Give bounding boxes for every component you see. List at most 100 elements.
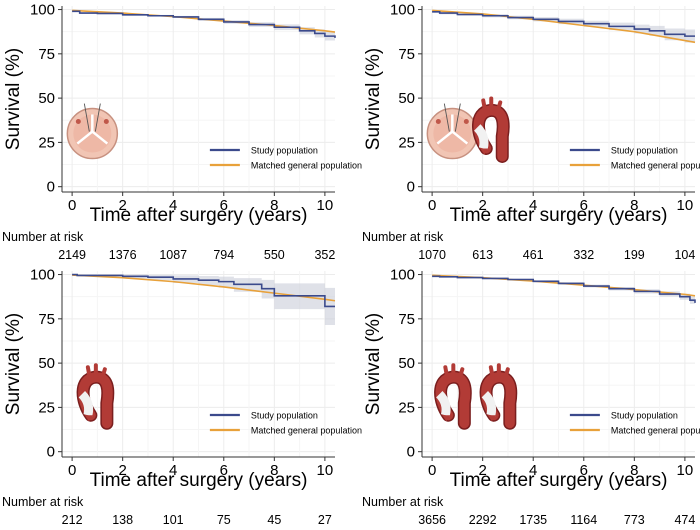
risk-count: 2149 [58,248,86,262]
risk-count: 3656 [418,513,446,527]
coronary-ostium-right [103,119,109,125]
coronary-ostium-left [75,119,81,125]
risk-count: 45 [267,513,281,527]
y-tick-label: 100 [30,2,55,19]
coronary-ostium-left [435,119,441,125]
legend-label-general: Matched general population [611,161,700,171]
aorta-root [84,415,93,422]
risk-table-label: Number at risk [2,495,84,509]
x-tick-label: 8 [630,462,638,479]
survival-panel-3: 0 25 50 75 100 0 2 4 6 8 10 Survival (%) Time after … [2,267,362,527]
aorta-icon [434,363,472,430]
legend: Study population Matched general populati… [569,411,700,436]
survival-panel-2: 0 25 50 75 100 0 2 4 6 8 10 Survival (%) Time after … [362,2,700,262]
risk-count: 474 [674,513,695,527]
x-tick-label: 10 [317,462,334,479]
y-tick-label: 100 [390,267,415,284]
x-tick-label: 10 [317,197,334,214]
valve-sutures [443,103,461,132]
legend-label-general: Matched general population [251,161,362,171]
x-tick-label: 2 [478,197,486,214]
y-tick-label: 0 [47,444,55,461]
risk-count: 2292 [469,513,497,527]
x-tick-label: 0 [68,462,76,479]
aorta-graft [481,391,497,417]
x-tick-label: 4 [169,197,177,214]
valve-inner [73,114,112,153]
valve-icon [426,103,479,160]
legend-label-study: Study population [611,146,678,156]
aorta-root [480,148,489,155]
study-population-line [72,10,336,38]
survival-panel-1: 0 25 50 75 100 0 2 4 6 8 10 Survival (%) Time after … [2,2,362,262]
legend-label-general: Matched general population [251,426,362,436]
aorta-branches [488,363,510,382]
y-tick-label: 25 [38,134,55,151]
y-tick-label: 75 [38,46,55,63]
aorta-icon [472,96,510,163]
study-population-line [72,273,335,308]
study-population-line [432,11,695,37]
x-tick-label: 4 [529,462,537,479]
coronary-ostium-right [463,119,469,125]
risk-count: 27 [318,513,332,527]
risk-table-label: Number at risk [362,230,444,244]
x-axis-title: Time after surgery (years) [450,205,668,226]
aorta-graft [78,391,94,417]
legend-label-study: Study population [251,411,318,421]
y-tick-label: 50 [398,355,415,372]
aorta-graft [436,391,451,417]
risk-count: 332 [573,248,594,262]
risk-count: 461 [523,248,544,262]
x-tick-label: 4 [169,462,177,479]
x-tick-label: 0 [428,462,436,479]
y-tick-label: 75 [398,311,415,328]
risk-count: 1735 [519,513,547,527]
x-tick-label: 2 [478,462,486,479]
confidence-band [72,274,335,326]
x-tick-label: 8 [270,462,278,479]
risk-count: 1376 [109,248,137,262]
legend-label-study: Study population [611,411,678,421]
confidence-band [432,10,695,43]
survival-panel-4: 0 25 50 75 100 0 2 4 6 8 10 Survival (%) Time after … [362,267,700,527]
x-tick-label: 6 [580,462,588,479]
aorta-branches [443,363,465,382]
y-tick-label: 50 [398,90,415,107]
y-tick-label: 100 [390,2,415,19]
valve-leaflets [76,114,109,145]
aorta-root [442,415,451,422]
aorta-branches [481,96,503,115]
risk-count: 138 [112,513,133,527]
aorta-branches [85,363,107,382]
y-tick-label: 25 [398,134,415,151]
legend-label-general: Matched general population [611,426,700,436]
risk-count: 794 [213,248,234,262]
x-tick-label: 0 [428,197,436,214]
valve-sutures [83,103,101,132]
risk-count: 773 [624,513,645,527]
grid [62,6,335,192]
risk-table-label: Number at risk [2,230,84,244]
x-tick-label: 10 [677,462,694,479]
risk-count: 1070 [418,248,446,262]
y-tick-label: 50 [38,90,55,107]
study-population-line [432,275,696,303]
x-axis-title: Time after surgery (years) [90,470,308,491]
y-axis-title: Survival (%) [3,48,24,150]
y-tick-label: 0 [407,179,415,196]
risk-count: 550 [264,248,285,262]
aorta-icon [479,363,518,430]
y-tick-label: 0 [407,444,415,461]
x-tick-label: 2 [118,462,126,479]
y-tick-label: 25 [398,399,415,416]
x-tick-label: 0 [68,197,76,214]
y-tick-label: 0 [47,179,55,196]
y-tick-label: 50 [38,355,55,372]
aorta-root [487,415,496,422]
legend: Study population Matched general populati… [209,146,362,171]
x-axis-title: Time after surgery (years) [90,205,308,226]
x-tick-label: 10 [677,197,694,214]
y-axis-title: Survival (%) [363,48,384,150]
